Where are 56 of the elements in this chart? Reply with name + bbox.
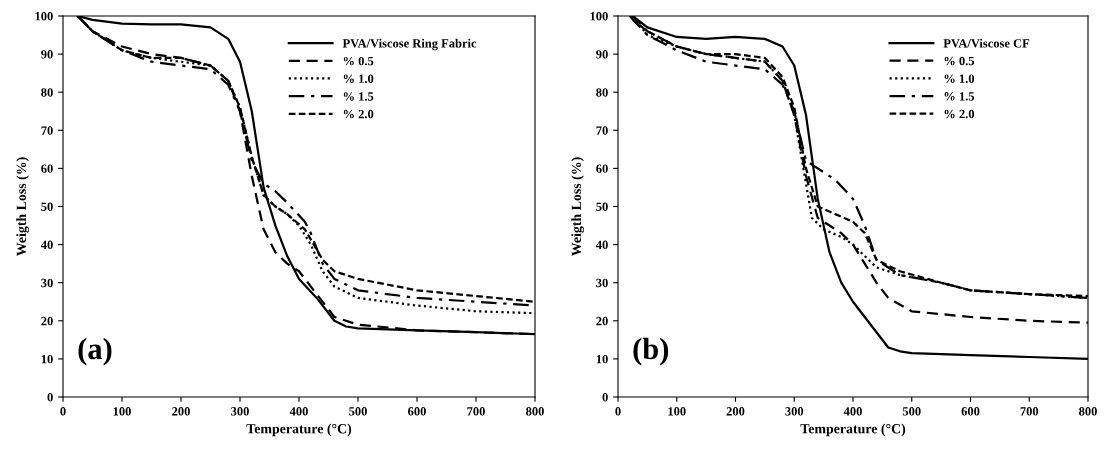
y-tick-label: 80 (596, 88, 608, 97)
y-tick-label: 0 (602, 393, 608, 402)
y-tick-label: 40 (595, 240, 608, 250)
x-tick-label: 200 (726, 407, 745, 416)
y-tick-label: 40 (40, 240, 53, 250)
y-tick-label: 90 (596, 50, 608, 59)
y-axis-title: Weigth Loss (%) (16, 157, 29, 257)
y-tick-label: 20 (596, 316, 608, 326)
y-tick-label: 30 (596, 278, 608, 288)
y-tick-label: 70 (596, 126, 608, 135)
y-tick-label: 60 (41, 164, 53, 173)
y-tick-label: 30 (41, 278, 53, 288)
legend-label: % 0.5 (944, 56, 975, 66)
x-axis-title: Temperature (°C) (800, 423, 906, 437)
x-tick-label: 200 (172, 407, 190, 416)
x-tick-label: 700 (467, 407, 485, 416)
y-tick-label: 50 (596, 202, 608, 211)
y-axis-title: Weigth Loss (%) (571, 157, 584, 257)
x-tick-label: 800 (1079, 407, 1097, 416)
x-tick-label: 100 (113, 407, 131, 416)
x-tick-label: 800 (526, 407, 544, 416)
y-tick-label: 50 (41, 202, 53, 211)
legend-label: % 2.0 (343, 109, 374, 119)
legend-label: % 1.5 (944, 92, 975, 101)
x-tick-label: 300 (231, 407, 249, 416)
x-tick-label: 0 (60, 407, 66, 416)
x-tick-label: 600 (961, 407, 980, 416)
x-tick-label: 0 (615, 407, 621, 416)
legend-label: PVA/Viscose CF (943, 38, 1030, 48)
x-tick-label: 400 (289, 407, 308, 416)
y-tick-label: 60 (596, 164, 608, 173)
x-tick-label: 400 (843, 407, 862, 416)
y-tick-label: 100 (35, 12, 53, 21)
y-tick-label: 10 (41, 354, 53, 364)
x-tick-label: 100 (668, 407, 686, 416)
legend-label: PVA/Viscose Ring Fabric (342, 38, 477, 51)
y-tick-label: 80 (41, 88, 53, 97)
legend-label: % 1.5 (343, 92, 374, 101)
y-tick-label: 100 (590, 12, 608, 21)
y-tick-label: 90 (41, 50, 53, 59)
x-tick-label: 500 (349, 407, 367, 416)
y-tick-label: 10 (596, 354, 608, 364)
y-tick-label: 70 (41, 126, 53, 135)
x-tick-label: 300 (785, 407, 804, 416)
annotation: (a) (78, 337, 112, 366)
x-tick-label: 500 (902, 407, 921, 416)
x-axis-title: Temperature (°C) (246, 423, 352, 437)
x-tick-label: 700 (1020, 407, 1039, 416)
y-tick-label: 20 (41, 316, 53, 326)
legend-label: % 0.5 (343, 56, 374, 66)
legend-label: % 1.0 (944, 74, 975, 83)
x-tick-label: 600 (408, 407, 426, 416)
legend-label: % 1.0 (343, 74, 374, 84)
legend-label: % 2.0 (944, 109, 975, 119)
annotation: (b) (633, 337, 669, 366)
y-tick-label: 0 (47, 393, 53, 402)
